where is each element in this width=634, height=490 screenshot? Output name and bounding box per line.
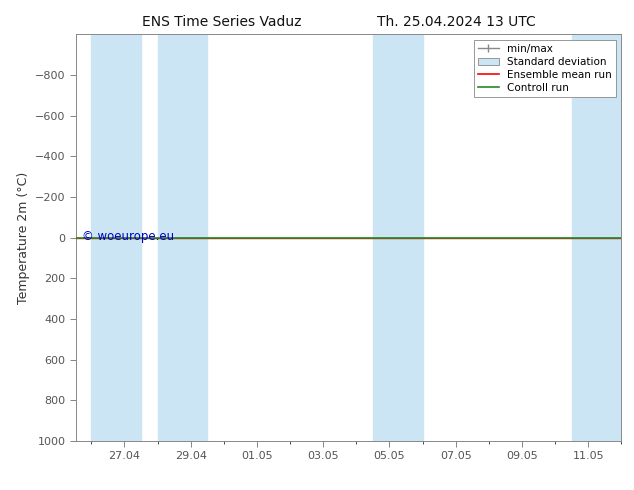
Text: © woeurope.eu: © woeurope.eu <box>82 230 174 244</box>
Text: Th. 25.04.2024 13 UTC: Th. 25.04.2024 13 UTC <box>377 15 536 29</box>
Bar <box>373 34 422 441</box>
Bar <box>91 34 141 441</box>
Y-axis label: Temperature 2m (°C): Temperature 2m (°C) <box>16 172 30 304</box>
Bar <box>572 34 621 441</box>
Legend: min/max, Standard deviation, Ensemble mean run, Controll run: min/max, Standard deviation, Ensemble me… <box>474 40 616 97</box>
Bar <box>157 34 207 441</box>
Text: ENS Time Series Vaduz: ENS Time Series Vaduz <box>142 15 302 29</box>
